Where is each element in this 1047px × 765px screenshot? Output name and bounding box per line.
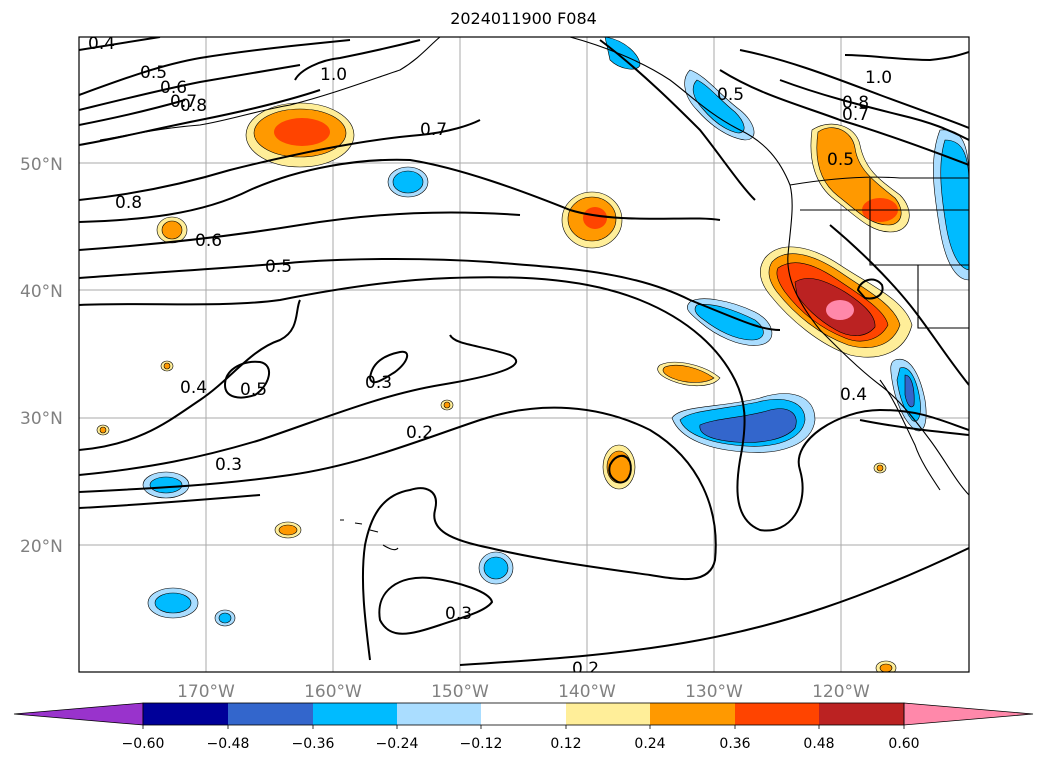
lon-label: 150°W — [431, 682, 489, 702]
contour-label: 0.3 — [365, 373, 392, 393]
colorbar-tick-label: 0.12 — [550, 736, 581, 752]
colorbar-segment — [313, 703, 397, 725]
contour-label: 1.0 — [865, 68, 892, 88]
map-plot-area: 0.4 0.5 0.6 0.7 0.8 1.0 0.7 0.8 0.6 0.5 … — [79, 34, 969, 679]
colorbar: −0.60 −0.48 −0.36 −0.24 −0.12 0.12 0.24 … — [13, 702, 1034, 752]
lon-label: 170°W — [177, 682, 235, 702]
colorbar-tick-label: −0.60 — [122, 736, 165, 752]
contour-label: 0.5 — [265, 257, 292, 277]
contour-label: 0.5 — [140, 63, 167, 83]
colorbar-extend-low — [13, 702, 144, 726]
lat-label: 50°N — [20, 155, 63, 175]
contour-label: 0.8 — [842, 93, 869, 113]
colorbar-segment — [143, 703, 228, 725]
colorbar-segment — [481, 703, 566, 725]
contour-label: 0.8 — [180, 96, 207, 116]
colorbar-tick-label: 0.24 — [634, 736, 665, 752]
contour-labels: 0.4 0.5 0.6 0.7 0.8 1.0 0.7 0.8 0.6 0.5 … — [88, 34, 892, 679]
contour-label: 0.5 — [240, 380, 267, 400]
colorbar-tick-label: 0.60 — [888, 736, 919, 752]
filled-anomalies — [96, 37, 969, 672]
colorbar-tick-label: −0.24 — [376, 736, 419, 752]
colorbar-segment — [650, 703, 735, 725]
contour-label: 0.4 — [840, 385, 867, 405]
colorbar-extend-high — [903, 702, 1034, 726]
contour-label: 1.0 — [320, 65, 347, 85]
lon-label: 160°W — [304, 682, 362, 702]
latitude-labels: 50°N 40°N 30°N 20°N — [20, 155, 63, 557]
contour-label: 0.2 — [406, 423, 433, 443]
contour-lines — [79, 37, 969, 666]
contour-label: 0.2 — [572, 659, 599, 679]
contour-label: 0.6 — [195, 231, 222, 251]
lat-label: 30°N — [20, 409, 63, 429]
contour-label: 0.5 — [717, 85, 744, 105]
coastlines — [99, 37, 969, 551]
colorbar-segment — [397, 703, 481, 725]
colorbar-tick-label: 0.48 — [803, 736, 834, 752]
colorbar-segment — [735, 703, 819, 725]
colorbar-tick-label: 0.36 — [719, 736, 750, 752]
contour-label: 0.4 — [180, 378, 207, 398]
lon-label: 140°W — [558, 682, 616, 702]
contour-label: 0.7 — [420, 120, 447, 140]
lon-label: 130°W — [685, 682, 743, 702]
colorbar-tick-label: −0.12 — [460, 736, 503, 752]
contour-label: 0.8 — [115, 193, 142, 213]
contour-label: 0.5 — [827, 150, 854, 170]
contour-label: 0.3 — [445, 604, 472, 624]
contour-label: 0.6 — [160, 78, 187, 98]
contour-label: 0.7 — [842, 105, 869, 125]
lat-label: 40°N — [20, 282, 63, 302]
map-title: 2024011900 F084 — [450, 9, 597, 28]
contour-label: 0.3 — [215, 455, 242, 475]
map-frame — [78, 36, 970, 673]
colorbar-segment — [819, 703, 904, 725]
colorbar-tick-label: −0.48 — [207, 736, 250, 752]
lat-label: 20°N — [20, 537, 63, 557]
contour-label: 0.4 — [88, 34, 115, 54]
colorbar-tick-label: −0.36 — [292, 736, 335, 752]
colorbar-segment — [228, 703, 313, 725]
colorbar-segment — [566, 703, 650, 725]
longitude-labels: 170°W 160°W 150°W 140°W 130°W 120°W — [177, 682, 870, 702]
lon-label: 120°W — [812, 682, 870, 702]
contour-label: 0.7 — [170, 92, 197, 112]
